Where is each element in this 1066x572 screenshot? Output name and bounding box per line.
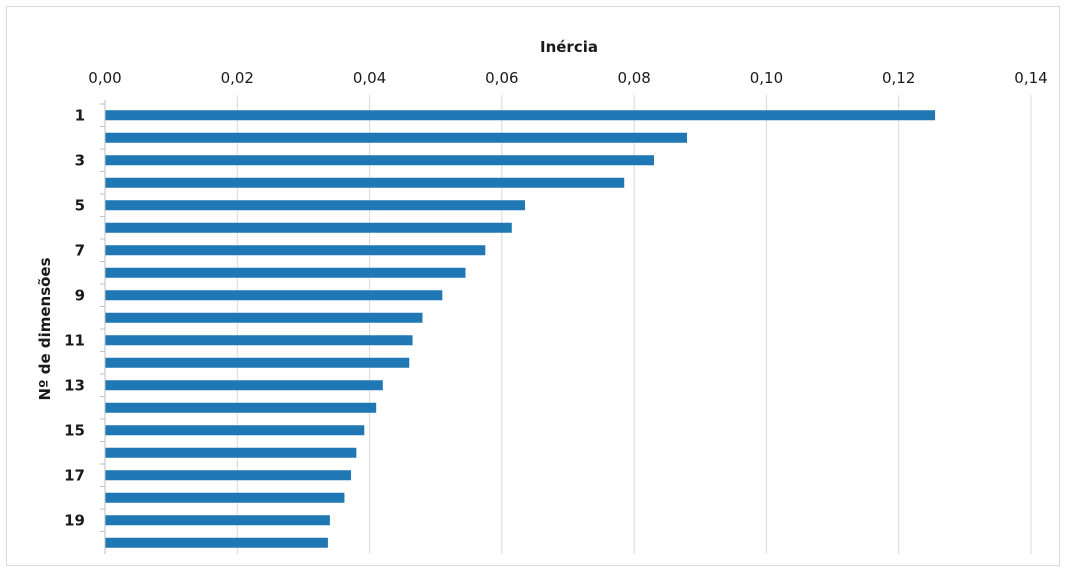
bar-5 — [105, 200, 526, 211]
x-tick-labels: 0,00 0,02 0,04 0,06 0,08 0,10 0,12 0,14 — [88, 69, 1047, 87]
x-tick-label: 0,02 — [221, 69, 254, 87]
bar-9 — [105, 290, 443, 301]
y-tick-label: 15 — [64, 421, 85, 439]
x-tick-label: 0,04 — [353, 69, 386, 87]
x-tick-label: 0,06 — [485, 69, 518, 87]
x-tick-label: 0,12 — [882, 69, 915, 87]
bar-6 — [105, 222, 512, 233]
bar-4 — [105, 177, 625, 188]
bar-8 — [105, 267, 466, 278]
bar-18 — [105, 492, 345, 503]
bar-11 — [105, 335, 413, 346]
bar-3 — [105, 155, 654, 166]
bar-1 — [105, 110, 936, 121]
y-tick-label: 19 — [64, 511, 85, 529]
y-tick-label: 1 — [75, 106, 85, 124]
bar-2 — [105, 132, 688, 143]
bar-16 — [105, 447, 357, 458]
x-axis-title: Inércia — [540, 38, 598, 56]
y-tick-label: 11 — [64, 331, 85, 349]
bar-20 — [105, 537, 328, 548]
bar-13 — [105, 380, 383, 391]
y-tick-label: 17 — [64, 466, 85, 484]
bar-17 — [105, 470, 352, 481]
y-tick-label: 13 — [64, 376, 85, 394]
bars — [105, 110, 936, 548]
x-tick-label: 0,00 — [88, 69, 121, 87]
bar-12 — [105, 357, 410, 368]
bar-14 — [105, 402, 377, 413]
x-tick-label: 0,14 — [1014, 69, 1047, 87]
x-tick-label: 0,08 — [617, 69, 650, 87]
bar-7 — [105, 245, 486, 256]
bar-15 — [105, 425, 365, 436]
y-axis-title: Nº de dimensões — [36, 257, 54, 400]
y-tick-label: 3 — [75, 151, 85, 169]
x-tick-label: 0,10 — [750, 69, 783, 87]
y-tick-label: 7 — [75, 241, 85, 259]
y-tick-label: 9 — [75, 286, 85, 304]
y-tick-label: 5 — [75, 196, 85, 214]
bar-19 — [105, 515, 330, 526]
bar-10 — [105, 312, 423, 323]
